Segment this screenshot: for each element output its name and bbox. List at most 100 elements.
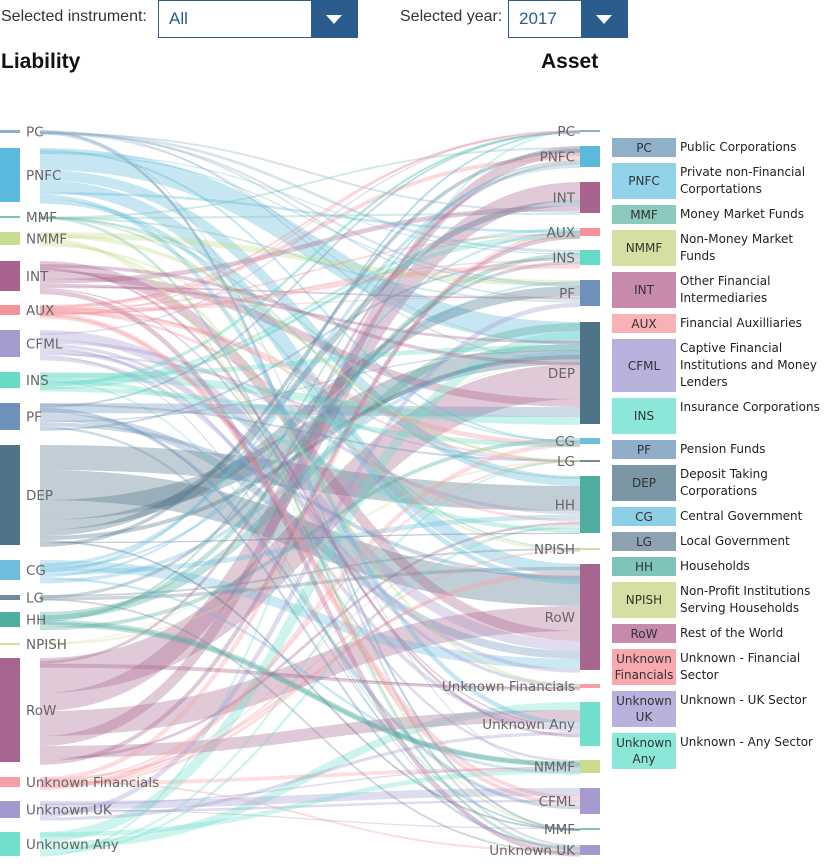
asset-node-nmmf[interactable]	[580, 760, 600, 773]
sankey-link[interactable]	[39, 702, 581, 850]
sankey-link[interactable]	[39, 151, 581, 255]
sankey-link[interactable]	[39, 710, 581, 758]
asset-node-int[interactable]	[580, 182, 600, 213]
sankey-link[interactable]	[39, 180, 581, 576]
sankey-link[interactable]	[39, 170, 581, 486]
asset-node-uk[interactable]	[580, 845, 600, 855]
sankey-link[interactable]	[39, 231, 581, 578]
sankey-link[interactable]	[39, 312, 581, 800]
sankey-link[interactable]	[39, 310, 581, 522]
liability-node-aux[interactable]	[0, 305, 20, 315]
sankey-link[interactable]	[39, 799, 581, 813]
sankey-link[interactable]	[39, 314, 581, 806]
sankey-link[interactable]	[39, 308, 581, 447]
sankey-link[interactable]	[39, 606, 581, 736]
sankey-link[interactable]	[39, 232, 581, 286]
sankey-link[interactable]	[39, 289, 581, 857]
liability-node-nmmf[interactable]	[0, 232, 20, 245]
sankey-link[interactable]	[39, 386, 581, 448]
sankey-link[interactable]	[39, 230, 581, 782]
sankey-link[interactable]	[39, 767, 581, 786]
asset-node-dep[interactable]	[580, 322, 600, 424]
asset-node-ua[interactable]	[580, 702, 600, 746]
sankey-link[interactable]	[39, 164, 581, 568]
sankey-link[interactable]	[39, 460, 581, 783]
sankey-link[interactable]	[39, 149, 581, 443]
liability-node-cfml[interactable]	[0, 330, 20, 357]
sankey-link[interactable]	[39, 271, 581, 407]
sankey-link[interactable]	[39, 372, 581, 425]
sankey-link[interactable]	[39, 566, 581, 601]
sankey-link[interactable]	[39, 257, 581, 431]
sankey-link[interactable]	[39, 286, 581, 530]
asset-node-cfml[interactable]	[580, 788, 600, 814]
sankey-link[interactable]	[39, 261, 581, 641]
sankey-link[interactable]	[39, 233, 581, 311]
sankey-link[interactable]	[39, 235, 581, 462]
sankey-link[interactable]	[39, 182, 581, 711]
sankey-link[interactable]	[39, 130, 581, 361]
sankey-link[interactable]	[39, 131, 581, 387]
asset-node-aux[interactable]	[580, 228, 600, 236]
sankey-link[interactable]	[39, 344, 581, 520]
sankey-link[interactable]	[39, 768, 581, 838]
sankey-link[interactable]	[39, 260, 581, 599]
sankey-link[interactable]	[39, 283, 581, 344]
sankey-link[interactable]	[39, 200, 581, 536]
liability-node-lg[interactable]	[0, 595, 20, 600]
liability-node-pc[interactable]	[0, 130, 20, 133]
sankey-link[interactable]	[39, 216, 581, 303]
liability-node-mmf[interactable]	[0, 216, 20, 218]
asset-node-uf[interactable]	[580, 684, 600, 688]
sankey-link[interactable]	[39, 345, 581, 379]
sankey-link[interactable]	[39, 252, 581, 620]
sankey-link[interactable]	[39, 259, 581, 315]
liability-node-ins[interactable]	[0, 372, 20, 388]
sankey-link[interactable]	[39, 356, 581, 732]
sankey-link[interactable]	[39, 131, 581, 408]
sankey-link[interactable]	[39, 235, 581, 388]
sankey-link[interactable]	[39, 403, 581, 417]
sankey-link[interactable]	[39, 131, 581, 301]
sankey-link[interactable]	[39, 194, 581, 727]
sankey-link[interactable]	[39, 131, 581, 385]
sankey-link[interactable]	[39, 378, 581, 533]
sankey-link[interactable]	[39, 413, 581, 659]
sankey-link[interactable]	[39, 619, 581, 767]
sankey-link[interactable]	[39, 460, 581, 645]
sankey-link[interactable]	[39, 130, 581, 848]
sankey-link[interactable]	[39, 540, 581, 831]
sankey-link[interactable]	[39, 572, 581, 781]
sankey-link[interactable]	[39, 598, 581, 855]
sankey-link[interactable]	[39, 353, 581, 462]
sankey-link[interactable]	[39, 460, 581, 852]
sankey-link[interactable]	[39, 302, 581, 818]
sankey-link[interactable]	[39, 152, 581, 287]
liability-node-pf[interactable]	[0, 403, 20, 430]
sankey-link[interactable]	[39, 306, 581, 462]
chevron-down-icon[interactable]	[581, 1, 627, 37]
sankey-link[interactable]	[39, 549, 581, 786]
sankey-link[interactable]	[39, 577, 581, 775]
sankey-link[interactable]	[39, 227, 581, 385]
sankey-link[interactable]	[39, 130, 581, 857]
sankey-link[interactable]	[39, 238, 581, 831]
sankey-link[interactable]	[39, 156, 581, 309]
sankey-link[interactable]	[39, 132, 581, 286]
sankey-link[interactable]	[39, 360, 581, 645]
sankey-link[interactable]	[39, 809, 581, 830]
sankey-link[interactable]	[39, 216, 581, 850]
asset-node-cg[interactable]	[580, 438, 600, 444]
asset-node-pc[interactable]	[580, 130, 600, 132]
sankey-link[interactable]	[39, 234, 581, 765]
sankey-link[interactable]	[39, 129, 581, 335]
sankey-link[interactable]	[39, 445, 581, 511]
sankey-link[interactable]	[39, 244, 581, 552]
sankey-link[interactable]	[39, 364, 581, 693]
sankey-link[interactable]	[39, 343, 581, 688]
sankey-link[interactable]	[39, 198, 581, 585]
year-dropdown[interactable]: 2017	[508, 0, 628, 38]
liability-node-pnfc[interactable]	[0, 148, 20, 202]
sankey-link[interactable]	[39, 524, 581, 855]
asset-node-row[interactable]	[580, 564, 600, 670]
